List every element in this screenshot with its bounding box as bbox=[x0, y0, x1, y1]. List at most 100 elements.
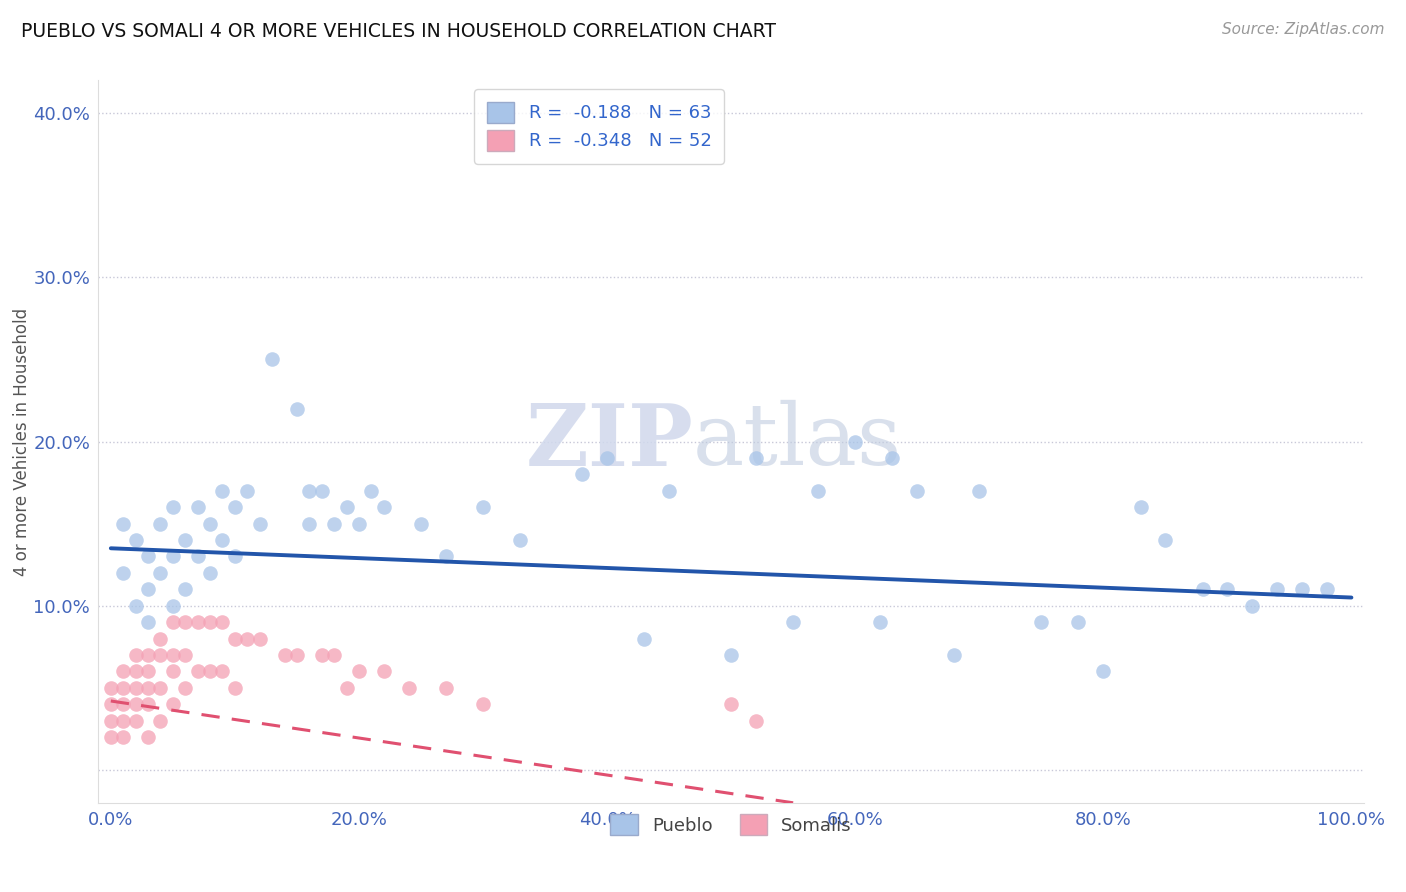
Point bbox=[596, 450, 619, 465]
Point bbox=[509, 533, 531, 547]
Point bbox=[174, 681, 197, 695]
Point bbox=[149, 566, 172, 580]
Point bbox=[571, 467, 593, 482]
Point bbox=[224, 681, 246, 695]
Point bbox=[124, 665, 146, 679]
Point bbox=[1191, 582, 1213, 597]
Point bbox=[262, 352, 284, 367]
Point bbox=[174, 582, 197, 597]
Point bbox=[236, 632, 259, 646]
Point bbox=[136, 549, 159, 564]
Point bbox=[285, 401, 308, 416]
Point bbox=[136, 648, 159, 662]
Point bbox=[211, 483, 233, 498]
Point bbox=[1265, 582, 1288, 597]
Point bbox=[198, 516, 221, 531]
Point bbox=[249, 516, 271, 531]
Point bbox=[174, 615, 197, 630]
Point bbox=[211, 533, 233, 547]
Point bbox=[136, 582, 159, 597]
Point bbox=[347, 516, 370, 531]
Point bbox=[658, 483, 681, 498]
Point bbox=[211, 615, 233, 630]
Point bbox=[844, 434, 866, 449]
Point bbox=[882, 450, 904, 465]
Point bbox=[198, 615, 221, 630]
Point bbox=[298, 516, 321, 531]
Point bbox=[967, 483, 990, 498]
Point bbox=[434, 549, 457, 564]
Point bbox=[187, 665, 209, 679]
Point bbox=[162, 665, 184, 679]
Point bbox=[112, 698, 135, 712]
Point bbox=[273, 648, 295, 662]
Point bbox=[162, 500, 184, 515]
Point bbox=[162, 599, 184, 613]
Text: Source: ZipAtlas.com: Source: ZipAtlas.com bbox=[1222, 22, 1385, 37]
Point bbox=[174, 648, 197, 662]
Text: PUEBLO VS SOMALI 4 OR MORE VEHICLES IN HOUSEHOLD CORRELATION CHART: PUEBLO VS SOMALI 4 OR MORE VEHICLES IN H… bbox=[21, 22, 776, 41]
Point bbox=[149, 516, 172, 531]
Point bbox=[174, 533, 197, 547]
Point bbox=[869, 615, 891, 630]
Point bbox=[136, 730, 159, 744]
Point bbox=[347, 665, 370, 679]
Point bbox=[1129, 500, 1152, 515]
Point bbox=[100, 730, 122, 744]
Point bbox=[112, 665, 135, 679]
Point bbox=[905, 483, 928, 498]
Point bbox=[373, 500, 395, 515]
Point bbox=[124, 698, 146, 712]
Point bbox=[112, 566, 135, 580]
Point bbox=[100, 681, 122, 695]
Point bbox=[187, 500, 209, 515]
Point bbox=[198, 566, 221, 580]
Point bbox=[1031, 615, 1053, 630]
Point bbox=[149, 681, 172, 695]
Point bbox=[236, 483, 259, 498]
Point bbox=[1316, 582, 1339, 597]
Point bbox=[1092, 665, 1115, 679]
Point bbox=[136, 665, 159, 679]
Point bbox=[136, 681, 159, 695]
Point bbox=[943, 648, 966, 662]
Point bbox=[335, 681, 357, 695]
Point bbox=[112, 714, 135, 728]
Point bbox=[782, 615, 804, 630]
Point bbox=[311, 483, 333, 498]
Text: atlas: atlas bbox=[693, 400, 903, 483]
Point bbox=[298, 483, 321, 498]
Point bbox=[633, 632, 655, 646]
Point bbox=[373, 665, 395, 679]
Point bbox=[124, 681, 146, 695]
Point bbox=[1216, 582, 1239, 597]
Point bbox=[224, 549, 246, 564]
Point bbox=[360, 483, 382, 498]
Point bbox=[187, 615, 209, 630]
Point bbox=[124, 599, 146, 613]
Point bbox=[249, 632, 271, 646]
Point bbox=[285, 648, 308, 662]
Point bbox=[162, 648, 184, 662]
Point bbox=[162, 615, 184, 630]
Point bbox=[224, 632, 246, 646]
Text: ZIP: ZIP bbox=[526, 400, 693, 483]
Point bbox=[124, 714, 146, 728]
Point bbox=[136, 698, 159, 712]
Point bbox=[187, 549, 209, 564]
Point bbox=[162, 549, 184, 564]
Point bbox=[149, 648, 172, 662]
Point bbox=[149, 632, 172, 646]
Point bbox=[335, 500, 357, 515]
Point bbox=[472, 698, 495, 712]
Point bbox=[149, 714, 172, 728]
Point bbox=[198, 665, 221, 679]
Point bbox=[224, 500, 246, 515]
Point bbox=[745, 450, 768, 465]
Point bbox=[323, 648, 346, 662]
Point bbox=[124, 648, 146, 662]
Point bbox=[136, 615, 159, 630]
Point bbox=[112, 730, 135, 744]
Point bbox=[434, 681, 457, 695]
Point bbox=[472, 500, 495, 515]
